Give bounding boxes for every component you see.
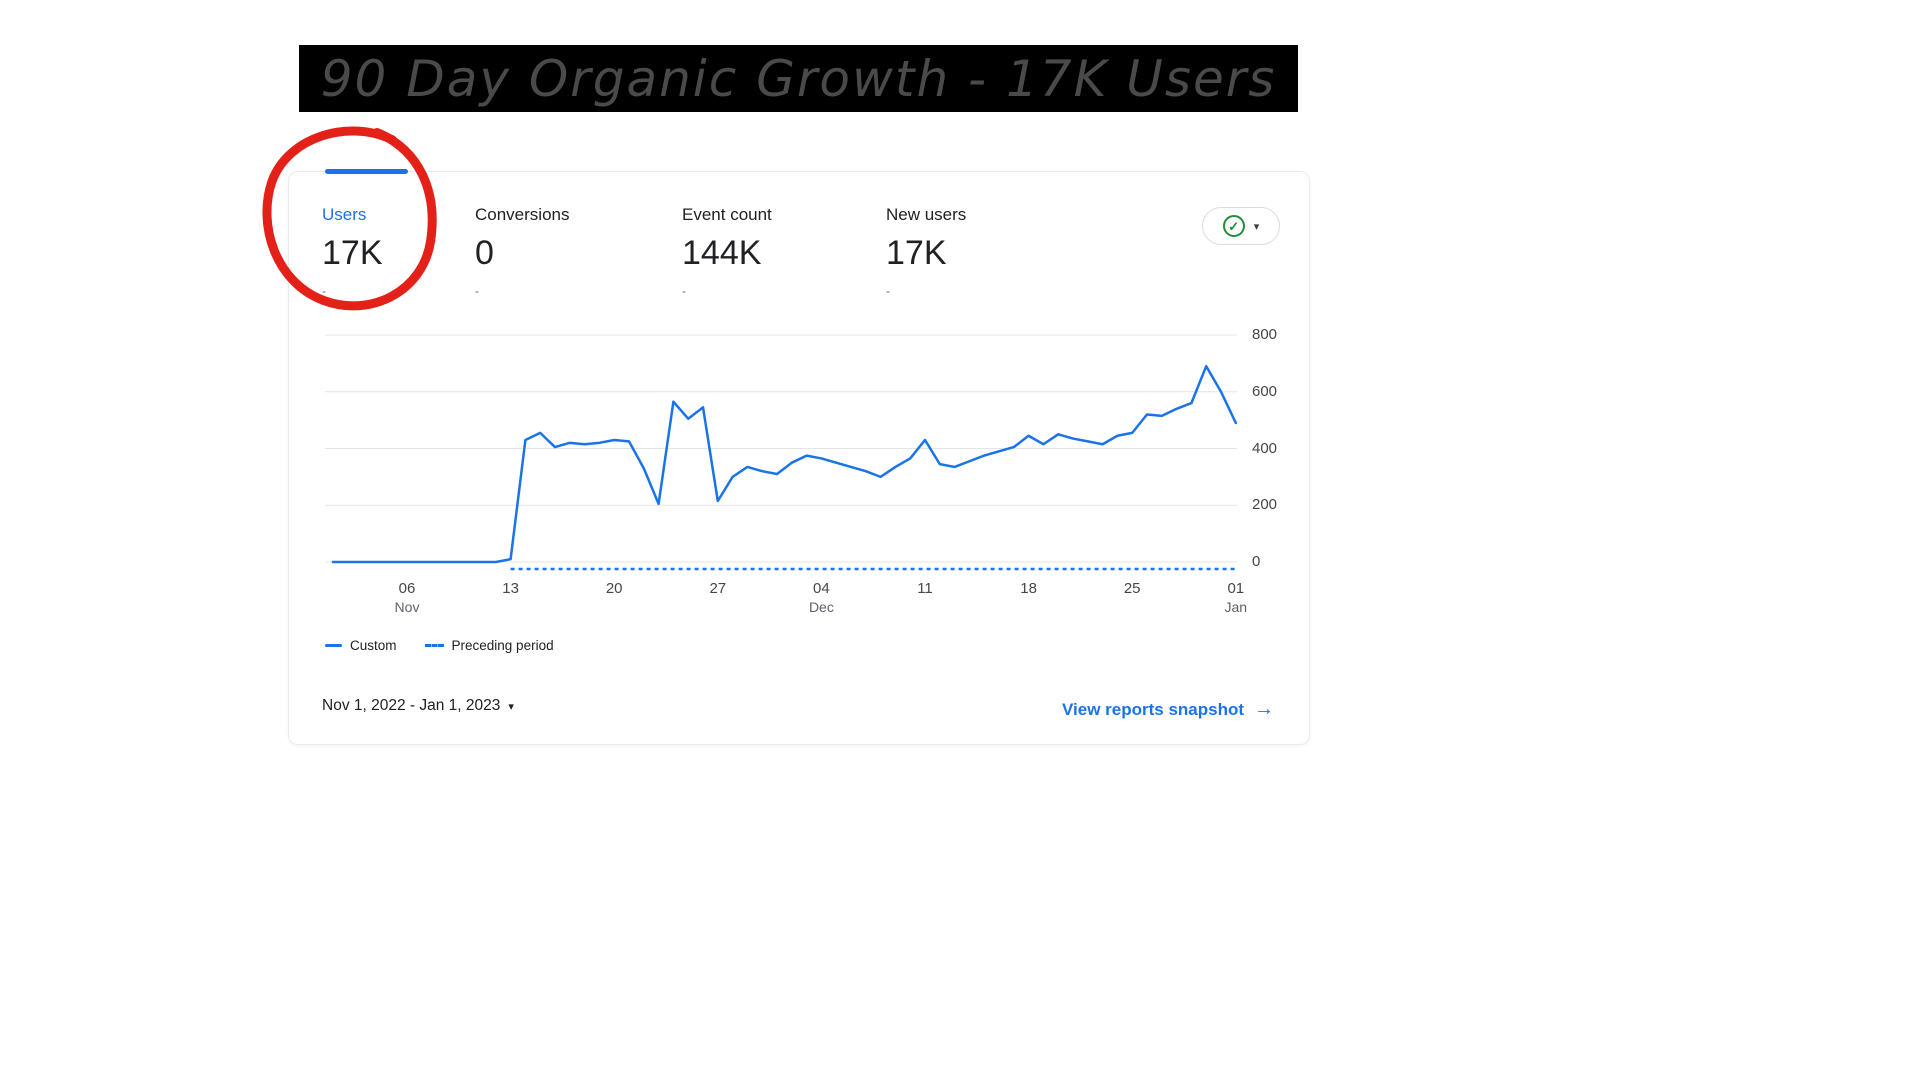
metric-tab-new-users[interactable]: New users 17K - — [886, 205, 966, 298]
metric-sub: - — [322, 284, 326, 298]
x-axis-label: 04 Dec — [808, 580, 834, 615]
legend-item-custom: Custom — [325, 638, 397, 653]
y-axis-label: 0 — [1252, 553, 1261, 570]
y-axis-label: 600 — [1252, 382, 1278, 400]
line-chart — [325, 334, 1238, 571]
legend-item-preceding-period: Preceding period — [424, 638, 554, 653]
x-axis-label: 01 Jan — [1224, 580, 1248, 615]
x-axis-label: 18 — [1020, 580, 1037, 597]
dashed-line-swatch-icon — [424, 644, 444, 647]
data-quality-button[interactable]: ✓ ▾ — [1202, 207, 1280, 245]
x-axis-label: 13 — [502, 580, 519, 597]
custom-series-line — [331, 364, 1238, 564]
metric-tab-event-count[interactable]: Event count 144K - — [682, 205, 772, 298]
date-range-selector[interactable]: Nov 1, 2022 - Jan 1, 2023 ▾ — [322, 697, 514, 715]
metric-value: 17K — [322, 234, 383, 272]
date-range-text: Nov 1, 2022 - Jan 1, 2023 — [322, 697, 501, 714]
metric-sub: - — [886, 284, 890, 298]
x-axis-label: 20 — [605, 580, 623, 597]
metric-label: New users — [886, 205, 967, 224]
check-circle-icon: ✓ — [1222, 215, 1245, 237]
metric-label: Users — [322, 205, 367, 224]
metric-value: 0 — [475, 234, 494, 272]
page-title: 90 Day Organic Growth - 17K Users — [320, 49, 1277, 108]
metric-sub: - — [475, 284, 479, 298]
chart-legend: Custom Preceding period — [325, 638, 554, 653]
metric-label: Conversions — [475, 205, 570, 224]
x-axis-label: 11 — [917, 580, 933, 597]
arrow-right-icon: → — [1254, 698, 1275, 720]
metric-label: Event count — [682, 205, 772, 224]
metric-tab-users[interactable]: Users 17K - — [322, 205, 383, 298]
y-axis-label: 800 — [1252, 326, 1278, 343]
y-axis-label: 400 — [1252, 439, 1278, 457]
metric-value: 17K — [886, 234, 947, 272]
metric-value: 144K — [682, 234, 762, 272]
metric-sub: - — [682, 284, 686, 298]
legend-label: Custom — [350, 638, 397, 653]
legend-label: Preceding period — [451, 638, 554, 653]
title-banner: 90 Day Organic Growth - 17K Users — [299, 45, 1298, 112]
x-axis-label: 25 — [1123, 580, 1141, 597]
y-axis: 0 200 400 600 800 — [1252, 0, 1296, 1080]
chevron-down-icon: ▾ — [1253, 220, 1260, 233]
selected-metric-indicator — [325, 169, 408, 174]
view-reports-label: View reports snapshot — [1062, 699, 1245, 719]
solid-line-swatch-icon — [325, 644, 342, 647]
y-axis-label: 200 — [1252, 496, 1278, 514]
view-reports-link[interactable]: View reports snapshot → — [1062, 698, 1274, 721]
x-axis-label: 27 — [709, 580, 727, 597]
chevron-down-icon: ▾ — [508, 700, 514, 713]
metric-tab-conversions[interactable]: Conversions 0 - — [475, 205, 570, 298]
x-axis-label: 06 Nov — [394, 580, 420, 615]
